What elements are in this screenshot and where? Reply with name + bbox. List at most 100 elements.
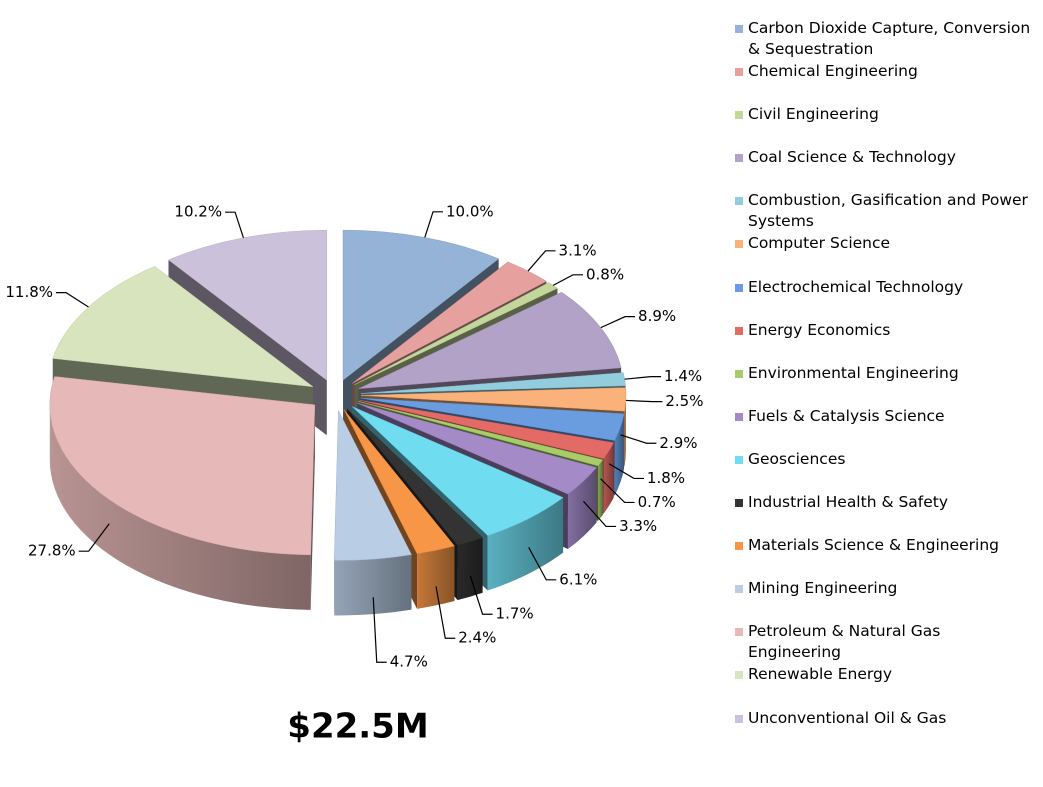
total-label: $22.5M	[287, 707, 428, 747]
legend-item: Industrial Health & Safety	[735, 492, 1035, 535]
legend-item: Civil Engineering	[735, 104, 1035, 147]
legend-label: Renewable Energy	[748, 665, 893, 684]
data-label: 27.8%	[28, 542, 76, 560]
leader-line	[469, 575, 493, 615]
legend-label: Carbon Dioxide Capture, Conversion & Seq…	[748, 19, 1031, 58]
legend-item: Materials Science & Engineering	[735, 535, 1035, 578]
data-label: 2.9%	[659, 434, 697, 452]
slice-wall	[614, 413, 625, 496]
legend-swatch	[735, 240, 743, 249]
legend-swatch	[735, 283, 743, 292]
leader-line	[56, 292, 89, 308]
data-label: 1.8%	[647, 469, 685, 487]
legend-label: Energy Economics	[748, 320, 891, 339]
slice-top	[360, 387, 627, 412]
data-label: 1.7%	[496, 605, 534, 623]
legend-label: Petroleum & Natural Gas Engineering	[748, 622, 941, 662]
slice-top	[358, 291, 622, 389]
legend-label: Electrochemical Technology	[748, 277, 964, 296]
legend-label: Industrial Health & Safety	[748, 493, 949, 512]
leader-line	[600, 316, 636, 329]
data-label: 10.0%	[446, 202, 494, 220]
leader-line	[625, 399, 663, 403]
legend-swatch	[735, 154, 743, 163]
legend-item: Unconventional Oil & Gas	[735, 708, 1035, 751]
legend-label: Coal Science & Technology	[748, 148, 956, 167]
legend-label: Combustion, Gasification and Power Syste…	[748, 191, 1028, 231]
data-label: 3.1%	[559, 241, 597, 259]
legend-item: Mining Engineering	[735, 578, 1035, 621]
legend-swatch	[735, 369, 743, 378]
data-label: 10.2%	[174, 203, 222, 221]
data-label: 0.7%	[638, 493, 676, 511]
leader-line	[620, 434, 657, 444]
slice-top	[360, 397, 625, 441]
legend-item: Environmental Engineering	[735, 363, 1035, 406]
data-label: 3.3%	[619, 517, 657, 535]
legend-swatch	[735, 455, 743, 464]
legend-item: Renewable Energy	[735, 664, 1035, 707]
legend-swatch	[735, 326, 743, 335]
legend-swatch	[735, 714, 743, 723]
slice-top	[342, 229, 500, 381]
leader-line	[600, 478, 635, 504]
leader-line	[225, 211, 244, 238]
legend-label: Chemical Engineering	[748, 62, 918, 81]
legend-label: Materials Science & Engineering	[748, 536, 999, 555]
leader-line	[527, 250, 556, 272]
legend-swatch	[735, 68, 743, 77]
legend-item: Combustion, Gasification and Power Syste…	[735, 190, 1035, 233]
legend-swatch	[735, 197, 743, 206]
legend-swatch	[735, 499, 743, 508]
slice-wall	[49, 404, 311, 610]
data-label: 6.1%	[559, 570, 597, 588]
legend-item: Chemical Engineering	[735, 61, 1035, 104]
leader-line	[552, 274, 583, 286]
slice-top	[358, 401, 604, 467]
slice-wall	[487, 497, 564, 591]
leader-line	[424, 211, 444, 238]
slice-wall	[603, 442, 614, 514]
slice-top	[52, 266, 314, 388]
legend-swatch	[735, 628, 743, 637]
legend-swatch	[735, 412, 743, 421]
legend-label: Mining Engineering	[748, 579, 898, 598]
legend-item: Fuels & Catalysis Science	[735, 406, 1035, 449]
legend-swatch	[735, 671, 743, 680]
data-label: 8.9%	[638, 307, 676, 325]
slice-top	[343, 409, 455, 555]
legend-label: Civil Engineering	[748, 105, 879, 124]
slice-wall	[417, 545, 455, 609]
slice-wall	[567, 467, 597, 550]
leader-line	[528, 547, 557, 581]
slice-top	[357, 402, 597, 495]
leader-line	[372, 597, 387, 663]
chart: $22.5M 10.0% 3.1% 0.8% 8.9% 1.4% 2.5% 2.9% 1.8%…	[5, 202, 703, 747]
slice-top	[49, 376, 316, 556]
data-label: 4.7%	[390, 653, 428, 671]
slice-wall	[457, 537, 483, 601]
leader-line	[624, 375, 662, 380]
leader-line	[582, 500, 617, 528]
data-label: 2.4%	[458, 629, 496, 647]
legend-label: Computer Science	[748, 234, 891, 253]
legend-swatch	[735, 542, 743, 551]
legend-item: Petroleum & Natural Gas Engineering	[735, 621, 1035, 664]
slice-wall	[598, 459, 603, 521]
slice-wall	[624, 395, 626, 467]
slice	[334, 410, 412, 616]
legend-item: Electrochemical Technology	[735, 277, 1035, 320]
leader-line	[78, 523, 110, 552]
legend: Carbon Dioxide Capture, Conversion & Seq…	[735, 18, 1035, 751]
slice-top	[168, 229, 328, 381]
legend-swatch	[735, 25, 743, 33]
data-label: 0.8%	[586, 265, 624, 283]
data-label: 2.5%	[665, 392, 703, 410]
slice-wall	[334, 554, 412, 616]
slice-top	[346, 408, 484, 546]
leader-line	[608, 463, 644, 480]
legend-label: Environmental Engineering	[748, 363, 959, 382]
slice	[49, 376, 316, 610]
data-label: 11.8%	[5, 283, 53, 301]
